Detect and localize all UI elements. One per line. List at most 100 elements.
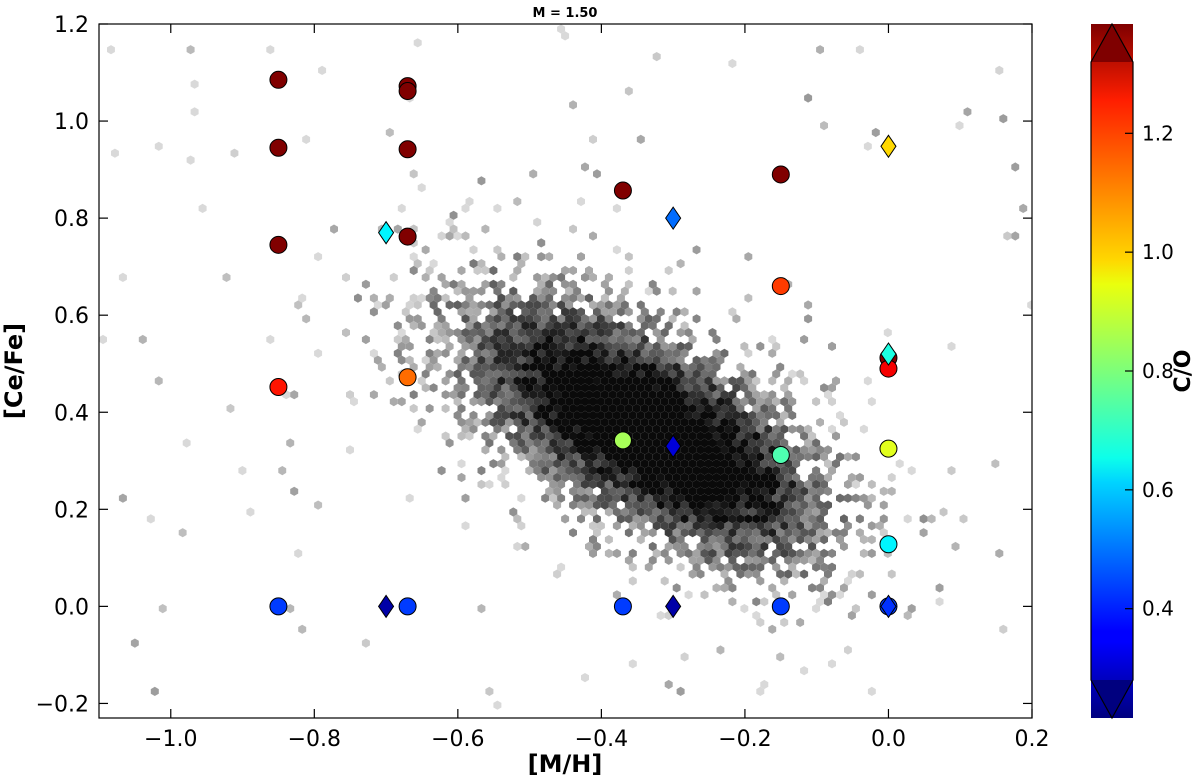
hexbin-cell — [473, 265, 482, 276]
hexbin-cell — [593, 362, 601, 372]
hexbin-cell — [577, 196, 585, 207]
hexbin-cell — [632, 459, 641, 469]
hexbin-cell — [824, 390, 832, 400]
hexbin-cell — [708, 562, 717, 572]
hexbin-cell — [812, 466, 821, 476]
hexbin-cell — [644, 410, 653, 420]
hexbin-cell — [425, 403, 434, 414]
hexbin-cell — [728, 528, 737, 538]
hexbin-cell — [286, 438, 295, 448]
hexbin-cell — [493, 369, 502, 379]
hexbin-cell — [481, 321, 490, 331]
hexbin-cell — [577, 472, 585, 483]
hexbin-cell — [525, 383, 534, 393]
colorbar-tick-label: 0.4 — [1142, 597, 1174, 621]
hexbin-cell — [736, 376, 745, 386]
hexbin-cell — [816, 514, 824, 524]
hexbin-cell — [652, 328, 661, 338]
hexbin-cell — [612, 383, 621, 393]
hexbin-cell — [867, 548, 876, 558]
data-point-circle — [398, 597, 417, 616]
hexbin-cell — [1011, 162, 1020, 172]
hexbin-cell — [712, 528, 721, 538]
colorbar-extend-top — [1091, 24, 1133, 62]
hexbin-cell — [748, 452, 757, 462]
hexbin-cell — [935, 597, 944, 607]
hexbin-cell — [405, 300, 414, 310]
hexbin-cell — [437, 328, 446, 338]
hexbin-cell — [608, 500, 617, 510]
hexbin-cell — [397, 328, 406, 338]
hexbin-cell — [537, 307, 546, 317]
hexbin-cell — [433, 348, 442, 358]
hexbin-cell — [676, 369, 685, 379]
hexbin-cell — [433, 362, 442, 372]
hexbin-cell — [589, 300, 597, 310]
hexbin-cell — [561, 514, 570, 524]
hexbin-cell — [533, 410, 542, 420]
hexbin-cell — [648, 459, 657, 469]
hexbin-cell — [867, 397, 876, 407]
hexbin-cell — [238, 466, 247, 476]
hexbin-cell — [776, 541, 785, 552]
hexbin-cell — [624, 459, 633, 469]
hexbin-cell — [517, 314, 526, 324]
hexbin-cell — [768, 390, 777, 400]
hexbin-cell — [533, 438, 542, 448]
hexbin-cell — [477, 355, 486, 365]
hexbin-cell — [688, 500, 697, 510]
hexbin-cell — [441, 431, 450, 441]
hexbin-cell — [529, 431, 538, 441]
hexbin-cell — [616, 403, 625, 414]
y-tick-label: 1.2 — [54, 13, 89, 38]
data-point-circle — [269, 597, 288, 616]
hexbin-cell — [732, 424, 741, 434]
hexbin-cell — [668, 341, 677, 351]
hexbin-cell — [684, 369, 693, 379]
hexbin-cell — [529, 445, 538, 455]
hexbin-cell — [429, 383, 438, 393]
hexbin-cell — [740, 535, 749, 545]
hexbin-cell — [624, 528, 633, 538]
hexbin-cell — [660, 341, 669, 351]
hexbin-cell — [361, 334, 370, 345]
colorbar-tick-label: 0.6 — [1142, 478, 1174, 502]
hexbin-cell — [569, 334, 577, 345]
hexbin-cell — [700, 548, 709, 558]
hexbin-cell — [844, 452, 852, 462]
hexbin-cell — [640, 334, 649, 345]
hexbin-cell — [708, 548, 717, 558]
hexbin-cell — [577, 293, 585, 303]
hexbin-cell — [624, 555, 633, 565]
hexbin-cell — [529, 169, 538, 179]
hexbin-cell — [784, 472, 793, 483]
hexbin-cell — [708, 507, 717, 517]
hexbin-cell — [867, 535, 876, 545]
hexbin-cell — [628, 493, 637, 503]
hexbin-cell — [716, 397, 725, 407]
hexbin-cell — [545, 376, 554, 386]
hexbin-cell — [704, 541, 713, 552]
hexbin-cell — [867, 590, 876, 600]
hexbin-cell — [497, 459, 506, 469]
hexbin-cell — [628, 397, 637, 407]
data-point-circle — [879, 439, 898, 458]
hexbin-cell — [573, 466, 581, 476]
hexbin-cell — [796, 369, 805, 379]
hexbin-cell — [696, 431, 705, 441]
hexbin-cell — [792, 569, 801, 579]
hexbin-cell — [756, 493, 765, 503]
hexbin-cell — [489, 307, 498, 317]
hexbin-cell — [604, 355, 613, 365]
hexbin-cell — [318, 65, 327, 75]
hexbin-cell — [664, 541, 673, 552]
hexbin-cell — [597, 341, 605, 351]
hexbin-cell — [764, 397, 773, 407]
hexbin-cell — [513, 265, 522, 276]
hexbin-cell — [844, 493, 852, 503]
hexbin-cell — [473, 390, 482, 400]
hexbin-cell — [509, 286, 518, 296]
hexbin-cell — [816, 45, 824, 55]
hexbin-cell — [624, 265, 633, 276]
hexbin-cell — [652, 521, 661, 531]
